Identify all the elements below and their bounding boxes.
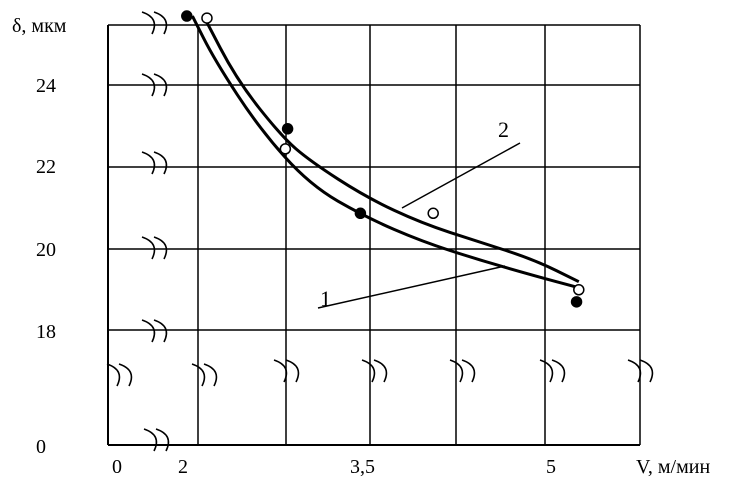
x-break-0-arc: [106, 363, 121, 387]
grid: [107, 24, 641, 446]
y-tick-label-22: 22: [36, 156, 56, 178]
x-break-5: [539, 359, 566, 383]
series-2-line: [202, 15, 580, 284]
series-markers: [181, 10, 585, 308]
x-break-origin: [143, 428, 170, 452]
x-break-2: [273, 359, 300, 383]
series-1-label: 1: [320, 286, 331, 311]
y-tick-label-0: 0: [36, 436, 46, 458]
x-break-6-arc: [627, 359, 642, 383]
x-break-1-arc: [191, 363, 206, 387]
y-break-2: [141, 151, 168, 175]
y-break-4-arc: [153, 319, 168, 343]
x-break-3-arc: [373, 359, 388, 383]
x-break-4-arc: [449, 359, 464, 383]
y-break-0-arc: [141, 11, 156, 35]
y-break-2-arc: [153, 151, 168, 175]
y-break-4: [141, 319, 168, 343]
y-tick-label-18: 18: [36, 321, 56, 343]
callouts: [317, 142, 521, 309]
series-1-point-3: [570, 296, 583, 308]
x-break-4-arc: [461, 359, 476, 383]
x-break-1-arc: [203, 363, 218, 387]
series-2-point-0: [201, 12, 213, 24]
x-break-2-arc: [285, 359, 300, 383]
x-break-4: [449, 359, 476, 383]
x-break-origin-arc: [155, 428, 170, 452]
x-tick-label-0: 0: [112, 456, 122, 478]
y-axis-label: δ, мкм: [12, 15, 67, 37]
series-1-point-1: [281, 123, 294, 135]
x-break-5-arc: [551, 359, 566, 383]
series-1-line: [191, 15, 580, 290]
x-break-1: [191, 363, 218, 387]
y-break-2-arc: [141, 151, 156, 175]
y-break-4-arc: [141, 319, 156, 343]
y-break-3-arc: [141, 236, 156, 260]
series-2-point-1: [279, 143, 292, 155]
x-tick-label-5: 5: [546, 456, 556, 478]
y-break-3: [141, 236, 168, 260]
y-break-0: [141, 11, 168, 35]
y-break-1-arc: [153, 73, 168, 97]
x-break-5-arc: [539, 359, 554, 383]
x-axis-label: V, м/мин: [636, 456, 710, 478]
x-tick-label-3-5: 3,5: [350, 456, 375, 478]
series-2-point-3: [573, 284, 585, 296]
x-break-3: [361, 359, 388, 383]
series-1-point-2: [354, 207, 367, 220]
series-2-leader: [401, 142, 521, 209]
series-1-leader: [317, 265, 506, 309]
y-break-1-arc: [141, 73, 156, 97]
x-break-6-arc: [639, 359, 654, 383]
series-curves: [191, 15, 580, 290]
x-break-0-arc: [118, 363, 133, 387]
x-break-origin-arc: [143, 428, 158, 452]
y-break-1: [141, 73, 168, 97]
x-break-6: [627, 359, 654, 383]
x-break-2-arc: [273, 359, 288, 383]
y-tick-label-24: 24: [36, 75, 56, 97]
x-break-0: [106, 363, 133, 387]
x-break-3-arc: [361, 359, 376, 383]
y-break-3-arc: [153, 236, 168, 260]
axis-breaks: [106, 11, 654, 452]
x-tick-label-2: 2: [178, 456, 188, 478]
y-break-0-arc: [153, 11, 168, 35]
y-tick-label-20: 20: [36, 239, 56, 261]
series-2-label: 2: [498, 117, 509, 142]
series-1-point-0: [181, 10, 193, 22]
series-2-point-2: [427, 207, 439, 220]
